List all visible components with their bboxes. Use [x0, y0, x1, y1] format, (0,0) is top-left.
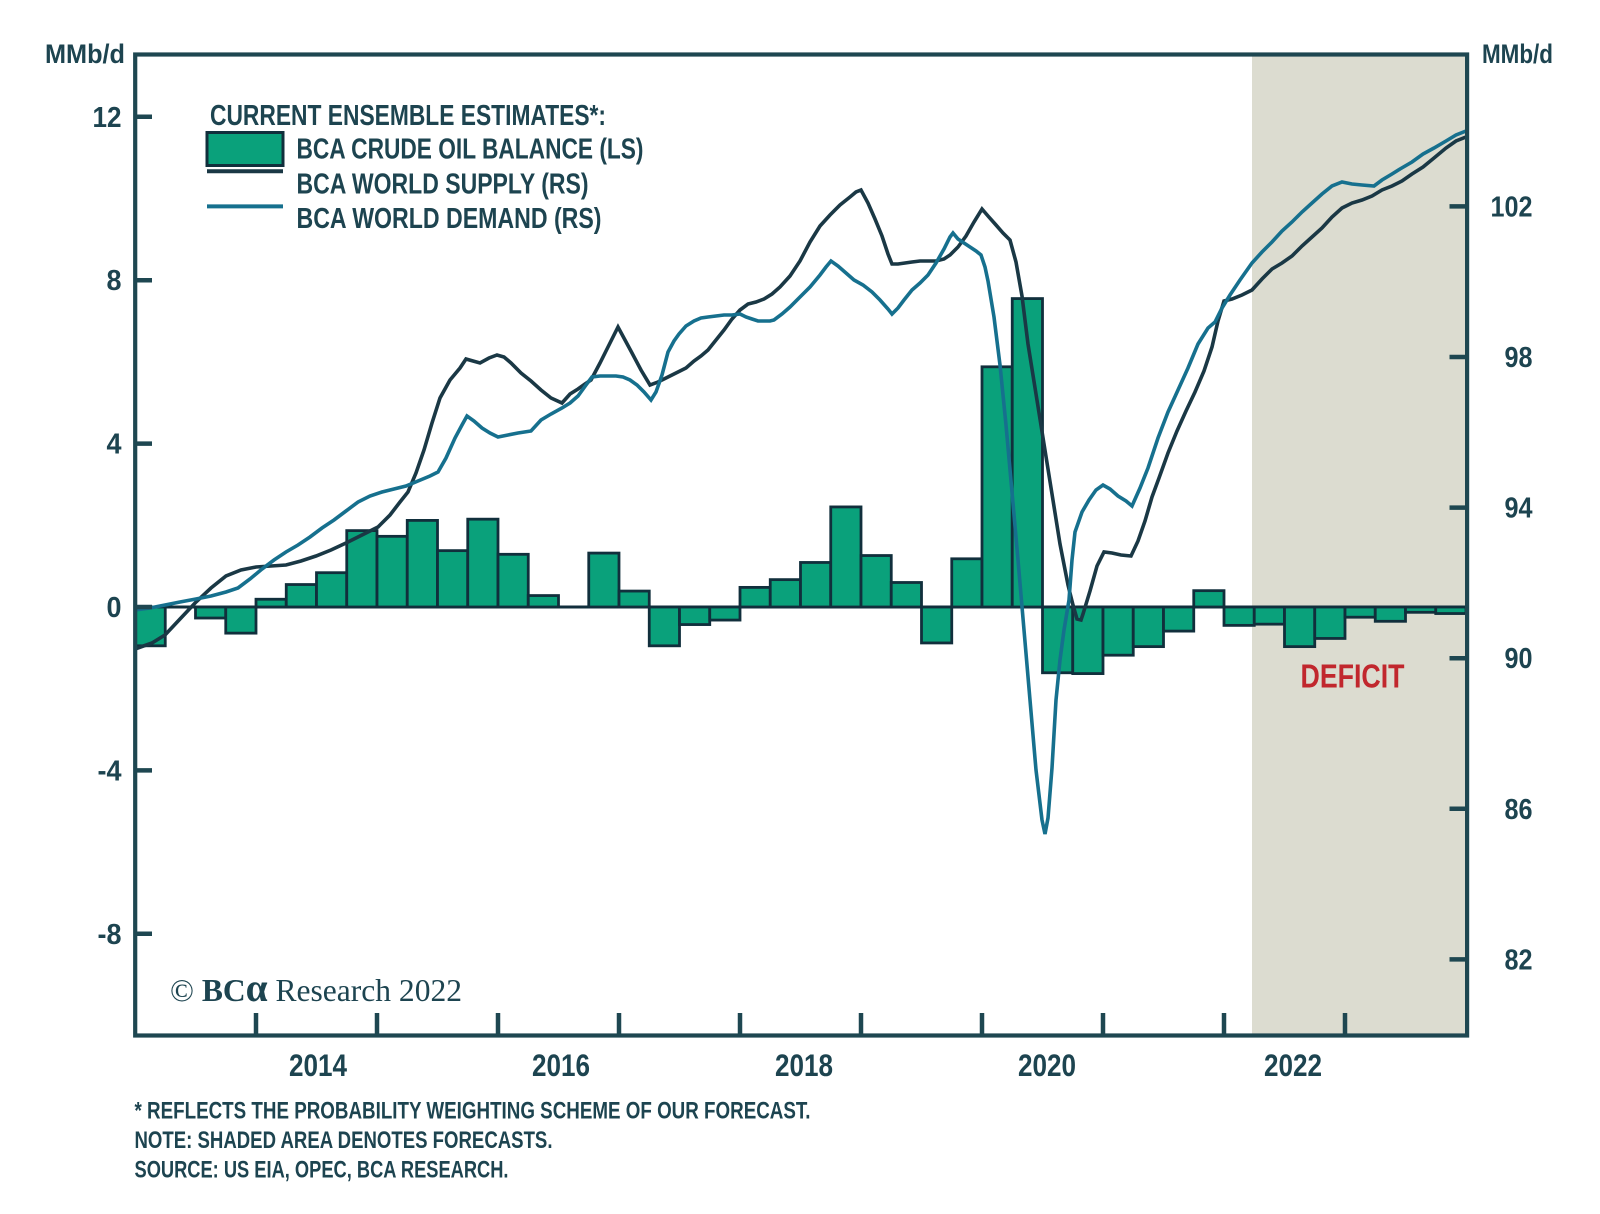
svg-text:MMb/d: MMb/d	[45, 39, 125, 69]
svg-text:BCA WORLD DEMAND (RS): BCA WORLD DEMAND (RS)	[297, 203, 602, 235]
svg-text:MMb/d: MMb/d	[1482, 39, 1553, 69]
svg-text:-4: -4	[98, 755, 122, 787]
svg-text:0: 0	[107, 592, 122, 624]
svg-text:2016: 2016	[532, 1047, 590, 1083]
svg-text:90: 90	[1505, 643, 1533, 675]
svg-text:94: 94	[1505, 493, 1533, 525]
svg-text:4: 4	[107, 429, 122, 461]
svg-text:CURRENT ENSEMBLE ESTIMATES*:: CURRENT ENSEMBLE ESTIMATES*:	[210, 100, 606, 132]
svg-text:86: 86	[1505, 794, 1533, 826]
svg-text:BCA CRUDE OIL BALANCE (LS): BCA CRUDE OIL BALANCE (LS)	[297, 134, 644, 166]
svg-text:* REFLECTS THE PROBABILITY WEI: * REFLECTS THE PROBABILITY WEIGHTING SCH…	[135, 1098, 811, 1125]
svg-text:2014: 2014	[289, 1047, 347, 1083]
svg-text:2022: 2022	[1264, 1047, 1322, 1083]
svg-text:© BCα Research 2022: © BCα Research 2022	[170, 965, 462, 1010]
svg-text:SOURCE: US EIA, OPEC, BCA RESE: SOURCE: US EIA, OPEC, BCA RESEARCH.	[135, 1157, 509, 1184]
svg-text:12: 12	[93, 102, 122, 134]
svg-text:NOTE: SHADED AREA DENOTES FORE: NOTE: SHADED AREA DENOTES FORECASTS.	[135, 1127, 553, 1154]
svg-text:82: 82	[1505, 944, 1533, 976]
svg-text:98: 98	[1505, 342, 1533, 374]
svg-text:102: 102	[1491, 191, 1533, 223]
svg-text:2018: 2018	[775, 1047, 833, 1083]
svg-text:8: 8	[107, 265, 122, 297]
svg-text:BCA WORLD SUPPLY (RS): BCA WORLD SUPPLY (RS)	[297, 169, 589, 201]
svg-text:DEFICIT: DEFICIT	[1301, 658, 1405, 695]
svg-text:2020: 2020	[1018, 1047, 1076, 1083]
svg-text:-8: -8	[98, 919, 122, 951]
